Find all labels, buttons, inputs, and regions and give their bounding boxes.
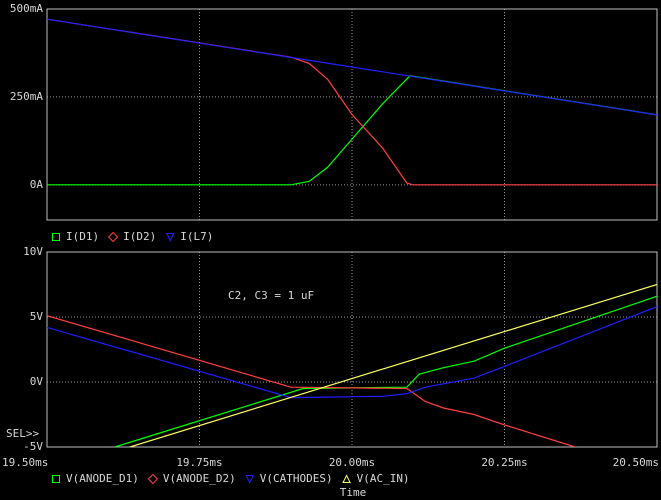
y-tick-label: 0A (30, 178, 44, 191)
y-tick-label: -5V (23, 440, 43, 453)
legend-label: I(D2) (123, 230, 156, 243)
trace (47, 306, 657, 399)
y-tick-label: 10V (23, 245, 43, 258)
y-tick-label: 0V (30, 375, 44, 388)
legend-label: V(ANODE_D2) (163, 472, 236, 485)
x-tick-label: 20.00ms (329, 456, 375, 469)
legend-label: I(L7) (180, 230, 213, 243)
y-tick-label: 250mA (10, 90, 43, 103)
trace (129, 283, 657, 447)
legend-marker (147, 473, 159, 485)
legend-label: I(D1) (66, 230, 99, 243)
trace (47, 18, 657, 186)
x-tick-label: 19.75ms (176, 456, 222, 469)
legend-marker (165, 233, 175, 242)
legend-label: V(CATHODES) (260, 472, 333, 485)
y-tick-label: 500mA (10, 2, 43, 15)
selector: SEL>> (6, 427, 39, 440)
x-tick-label: 19.50ms (2, 456, 48, 469)
trace (47, 75, 657, 186)
legend-marker (52, 475, 60, 483)
y-tick-label: 5V (30, 310, 44, 323)
annotation: C2, C3 = 1 uF (228, 289, 314, 302)
legend-label: V(ANODE_D1) (66, 472, 139, 485)
trace (47, 315, 576, 447)
x-axis-title: Time (340, 486, 367, 499)
legend-marker (245, 475, 255, 484)
x-tick-label: 20.25ms (481, 456, 527, 469)
trace (47, 18, 657, 116)
legend-marker (52, 233, 60, 241)
legend-marker (342, 474, 351, 483)
legend-marker (107, 231, 119, 243)
plot-frame (46, 251, 658, 448)
x-tick-label: 20.50ms (613, 456, 659, 469)
legend-label: V(AC_IN) (357, 472, 410, 485)
